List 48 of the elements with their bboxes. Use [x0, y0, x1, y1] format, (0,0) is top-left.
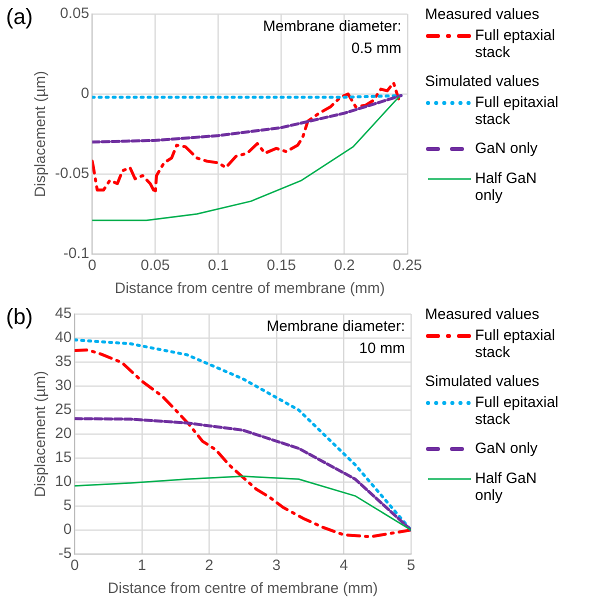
x-tick-label: 3: [272, 557, 281, 574]
y-tick-label: 5: [63, 497, 72, 514]
annotation: Membrane diameter: 10 mm: [266, 317, 405, 359]
chart-title: (a): [6, 4, 33, 30]
y-tick-label: 40: [54, 329, 72, 346]
y-tick-label: 10: [54, 473, 72, 490]
y-tick-label: 35: [54, 353, 72, 370]
line-series: [92, 81, 400, 195]
x-tick-label: 0.2: [334, 257, 355, 274]
x-tick-label: 1: [138, 557, 146, 574]
y-tick-label: 0: [80, 85, 90, 102]
x-tick-label: 0.1: [208, 257, 229, 274]
x-tick-label: 2: [205, 557, 214, 574]
y-tick-label: -0.1: [63, 245, 90, 262]
y-tick-label: 25: [54, 401, 72, 418]
x-tick-label: 0.15: [266, 257, 296, 274]
y-axis-title: Displacement (µm): [32, 70, 50, 198]
annotation: Membrane diameter: 0.5 mm: [262, 17, 402, 59]
legend-label: Full epitaxial stack: [475, 94, 559, 128]
x-axis-title: Distance from centre of membrane (mm): [108, 580, 378, 598]
y-tick-label: 0.05: [60, 5, 90, 22]
text: Simulated values: [425, 73, 540, 90]
legend-title: Measured values: [425, 306, 540, 323]
legend-label: Half GaN only: [475, 470, 538, 504]
y-tick-label: -0.05: [54, 165, 90, 182]
line-series: [92, 94, 403, 144]
x-tick-label: 0.25: [392, 257, 422, 274]
y-tick-label: 45: [54, 305, 72, 322]
legend-label: Full epitaxial stack: [475, 394, 559, 428]
y-tick-label: -5: [58, 545, 72, 562]
x-tick-label: 0.05: [140, 257, 170, 274]
y-tick-label: 15: [54, 449, 72, 466]
y-tick-label: 20: [54, 425, 72, 442]
legend-label: Half GaN only: [475, 170, 538, 204]
chart-title: (b): [6, 304, 33, 330]
legend-label: GaN only: [475, 440, 539, 457]
legend-title: Measured values: [425, 6, 540, 23]
legend-label: GaN only: [475, 140, 539, 157]
legend-label: Full eptaxial stack: [475, 27, 556, 61]
y-tick-label: 30: [54, 377, 72, 394]
x-axis-title: Distance from centre of membrane (mm): [114, 280, 385, 298]
y-axis-title: Displacement (µm): [32, 370, 50, 498]
x-tick-label: 4: [340, 557, 348, 574]
legend-label: Full eptaxial stack: [475, 327, 556, 361]
x-tick-label: 5: [406, 557, 416, 574]
line-series: [74, 417, 411, 532]
text: Simulated values: [425, 373, 540, 390]
y-tick-label: 0: [63, 521, 72, 538]
